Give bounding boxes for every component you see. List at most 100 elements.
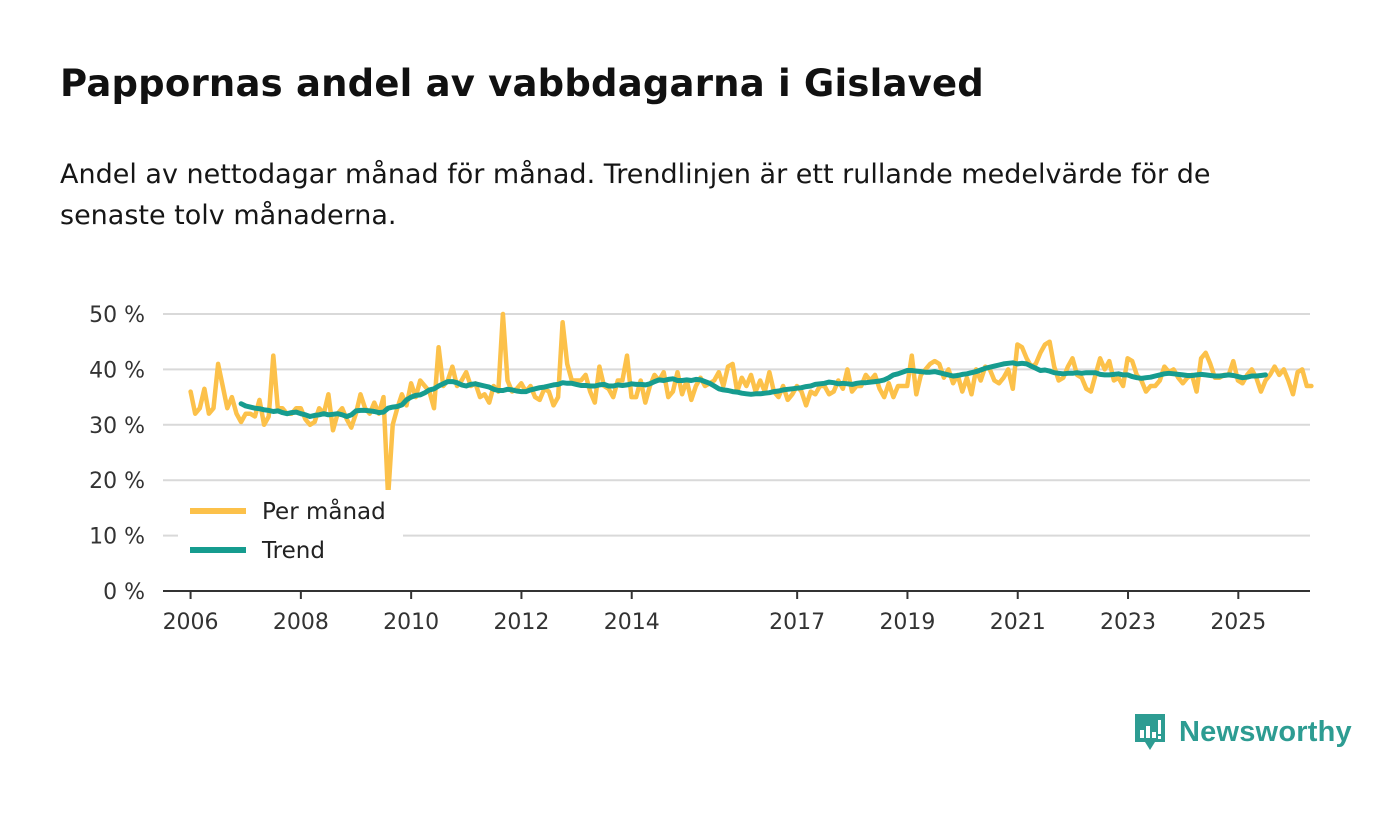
series-trend-point	[865, 382, 867, 384]
series-per-month-point	[777, 396, 780, 398]
series-trend-point	[704, 381, 706, 383]
series-trend-point	[1053, 372, 1055, 374]
series-per-month-point	[295, 407, 297, 409]
series-trend-point	[314, 414, 316, 416]
series-per-month-point	[1085, 388, 1087, 390]
series-per-month-point	[1287, 379, 1289, 382]
series-trend-point	[1209, 374, 1211, 377]
series-per-month-point	[874, 374, 876, 376]
series-trend-point	[966, 373, 968, 375]
series-trend-point	[952, 375, 954, 377]
series-trend-point	[883, 379, 885, 381]
series-per-month-point	[759, 379, 761, 382]
series-per-month-point	[791, 393, 793, 395]
series-per-month-point	[1026, 357, 1028, 359]
series-per-month-point	[805, 404, 807, 406]
series-trend-point	[378, 412, 380, 414]
series-per-month-point	[332, 429, 334, 431]
y-tick-label: 10 %	[89, 525, 145, 550]
series-trend-point	[364, 409, 366, 411]
series-per-month-point	[653, 374, 656, 376]
series-per-month-point	[943, 377, 945, 379]
series-per-month-point	[1182, 382, 1184, 384]
series-trend-point	[823, 382, 826, 384]
series-trend-point	[957, 374, 959, 377]
y-tick-label: 30 %	[89, 414, 145, 439]
series-trend-point	[626, 384, 628, 386]
series-trend-point	[529, 389, 532, 391]
series-per-month-point	[1044, 343, 1046, 346]
series-trend-point	[1094, 372, 1097, 374]
series-per-month-point	[268, 415, 270, 418]
series-per-month-point	[465, 371, 467, 373]
series-per-month-point	[860, 385, 862, 387]
series-per-month-point	[199, 407, 201, 409]
series-trend-point	[410, 396, 412, 398]
series-per-month-point	[1232, 360, 1234, 362]
series-per-month-point	[456, 385, 458, 387]
series-trend-point	[470, 383, 472, 385]
series-trend-point	[295, 411, 297, 413]
series-trend-point	[488, 386, 490, 388]
brand-logo: Newsworthy	[1133, 712, 1352, 752]
series-per-month-point	[993, 379, 996, 382]
series-per-month-point	[1117, 377, 1120, 379]
series-per-month-point	[529, 385, 532, 387]
series-trend-point	[323, 413, 325, 415]
series-trend-point	[888, 377, 890, 379]
series-trend-point	[525, 391, 527, 393]
series-trend-point	[461, 384, 463, 386]
series-per-month-point	[787, 399, 789, 401]
series-per-month-point	[672, 391, 674, 393]
series-per-month-point	[222, 385, 224, 387]
series-trend-point	[580, 384, 582, 387]
series-trend-point	[842, 382, 844, 384]
series-trend-point	[902, 371, 904, 373]
series-per-month-point	[438, 346, 440, 348]
series-trend-point	[998, 364, 1000, 366]
series-trend-point	[814, 383, 816, 385]
series-per-month-point	[732, 363, 734, 365]
series-trend-point	[1113, 373, 1115, 375]
series-per-month-point	[520, 382, 522, 384]
series-per-month-point	[1310, 385, 1312, 387]
series-per-month-point	[1127, 357, 1129, 359]
series-trend-point	[1246, 376, 1248, 378]
series-per-month-point	[240, 421, 242, 423]
series-trend-point	[1205, 374, 1207, 376]
series-per-month-point	[1090, 391, 1092, 393]
series-per-month-point	[713, 379, 715, 382]
series-trend-point	[745, 393, 748, 395]
series-per-month-point	[833, 391, 835, 393]
series-trend-point	[1044, 369, 1046, 371]
series-trend-point	[1122, 374, 1124, 376]
series-trend-point	[1163, 373, 1165, 375]
series-per-month-point	[883, 396, 885, 398]
series-per-month-point	[1237, 379, 1239, 382]
series-trend-point	[355, 410, 357, 412]
series-per-month-point	[203, 388, 205, 390]
series-trend-point	[975, 371, 977, 373]
series-per-month-point	[401, 393, 403, 395]
series-per-month-point	[961, 391, 963, 393]
series-trend-point	[245, 405, 247, 407]
series-trend-point	[502, 389, 504, 392]
series-trend-point	[1255, 375, 1257, 377]
series-per-month-point	[929, 363, 931, 365]
series-per-month-point	[258, 399, 261, 401]
x-tick-label: 2006	[163, 610, 219, 635]
series-trend-point	[254, 407, 256, 409]
series-trend-point	[484, 385, 486, 387]
y-tick-label: 20 %	[89, 469, 145, 494]
series-trend-point	[617, 384, 619, 386]
series-per-month-point	[506, 379, 509, 382]
series-per-month-point	[539, 399, 541, 401]
series-trend-point	[644, 384, 647, 386]
series-trend-point	[989, 366, 991, 368]
series-per-month-point	[800, 391, 803, 393]
series-trend-point	[837, 383, 839, 385]
series-per-month-point	[970, 393, 973, 395]
series-per-month-point	[879, 388, 881, 390]
series-trend-point	[1136, 377, 1138, 379]
series-trend-point	[1058, 372, 1060, 374]
